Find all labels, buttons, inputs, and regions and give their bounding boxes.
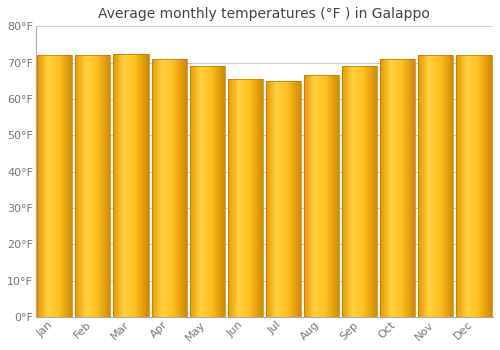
Bar [380,59,416,317]
Bar [342,66,377,317]
Bar [304,75,339,317]
Bar [152,59,186,317]
Bar [418,55,454,317]
Bar [37,55,72,317]
Bar [190,66,225,317]
Bar [114,54,148,317]
Title: Average monthly temperatures (°F ) in Galappo: Average monthly temperatures (°F ) in Ga… [98,7,430,21]
Bar [456,55,492,317]
Bar [228,79,263,317]
Bar [266,81,301,317]
Bar [76,55,110,317]
